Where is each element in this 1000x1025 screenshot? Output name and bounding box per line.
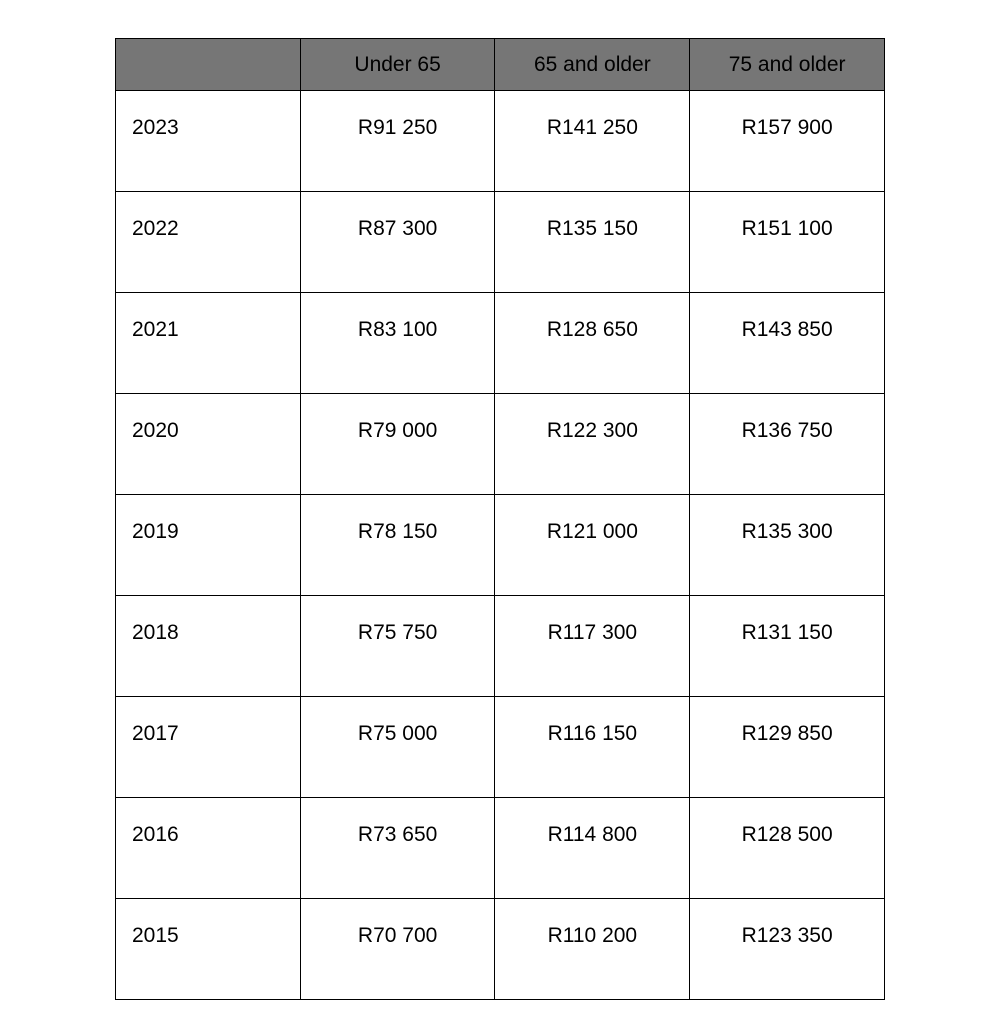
- year-cell: 2015: [116, 899, 301, 1000]
- value-cell: R75 000: [300, 697, 495, 798]
- value-cell: R128 650: [495, 293, 690, 394]
- value-cell: R110 200: [495, 899, 690, 1000]
- value-cell: R75 750: [300, 596, 495, 697]
- data-table-container: Under 65 65 and older 75 and older 2023 …: [115, 38, 885, 1000]
- tax-threshold-table: Under 65 65 and older 75 and older 2023 …: [115, 38, 885, 1000]
- value-cell: R151 100: [690, 192, 885, 293]
- value-cell: R131 150: [690, 596, 885, 697]
- value-cell: R129 850: [690, 697, 885, 798]
- value-cell: R128 500: [690, 798, 885, 899]
- header-cell-65-and-older: 65 and older: [495, 39, 690, 91]
- value-cell: R79 000: [300, 394, 495, 495]
- year-cell: 2022: [116, 192, 301, 293]
- table-header: Under 65 65 and older 75 and older: [116, 39, 885, 91]
- value-cell: R91 250: [300, 91, 495, 192]
- value-cell: R70 700: [300, 899, 495, 1000]
- table-row: 2017 R75 000 R116 150 R129 850: [116, 697, 885, 798]
- table-row: 2015 R70 700 R110 200 R123 350: [116, 899, 885, 1000]
- table-row: 2018 R75 750 R117 300 R131 150: [116, 596, 885, 697]
- year-cell: 2019: [116, 495, 301, 596]
- year-cell: 2017: [116, 697, 301, 798]
- value-cell: R121 000: [495, 495, 690, 596]
- value-cell: R143 850: [690, 293, 885, 394]
- year-cell: 2023: [116, 91, 301, 192]
- value-cell: R141 250: [495, 91, 690, 192]
- year-cell: 2018: [116, 596, 301, 697]
- value-cell: R122 300: [495, 394, 690, 495]
- table-row: 2023 R91 250 R141 250 R157 900: [116, 91, 885, 192]
- value-cell: R114 800: [495, 798, 690, 899]
- header-cell-under-65: Under 65: [300, 39, 495, 91]
- value-cell: R116 150: [495, 697, 690, 798]
- year-cell: 2016: [116, 798, 301, 899]
- header-cell-75-and-older: 75 and older: [690, 39, 885, 91]
- table-row: 2021 R83 100 R128 650 R143 850: [116, 293, 885, 394]
- table-body: 2023 R91 250 R141 250 R157 900 2022 R87 …: [116, 91, 885, 1000]
- value-cell: R136 750: [690, 394, 885, 495]
- value-cell: R78 150: [300, 495, 495, 596]
- table-row: 2019 R78 150 R121 000 R135 300: [116, 495, 885, 596]
- value-cell: R73 650: [300, 798, 495, 899]
- value-cell: R117 300: [495, 596, 690, 697]
- value-cell: R135 300: [690, 495, 885, 596]
- value-cell: R157 900: [690, 91, 885, 192]
- header-row: Under 65 65 and older 75 and older: [116, 39, 885, 91]
- table-row: 2016 R73 650 R114 800 R128 500: [116, 798, 885, 899]
- value-cell: R87 300: [300, 192, 495, 293]
- year-cell: 2021: [116, 293, 301, 394]
- table-row: 2020 R79 000 R122 300 R136 750: [116, 394, 885, 495]
- table-row: 2022 R87 300 R135 150 R151 100: [116, 192, 885, 293]
- value-cell: R123 350: [690, 899, 885, 1000]
- value-cell: R135 150: [495, 192, 690, 293]
- value-cell: R83 100: [300, 293, 495, 394]
- year-cell: 2020: [116, 394, 301, 495]
- header-cell-blank: [116, 39, 301, 91]
